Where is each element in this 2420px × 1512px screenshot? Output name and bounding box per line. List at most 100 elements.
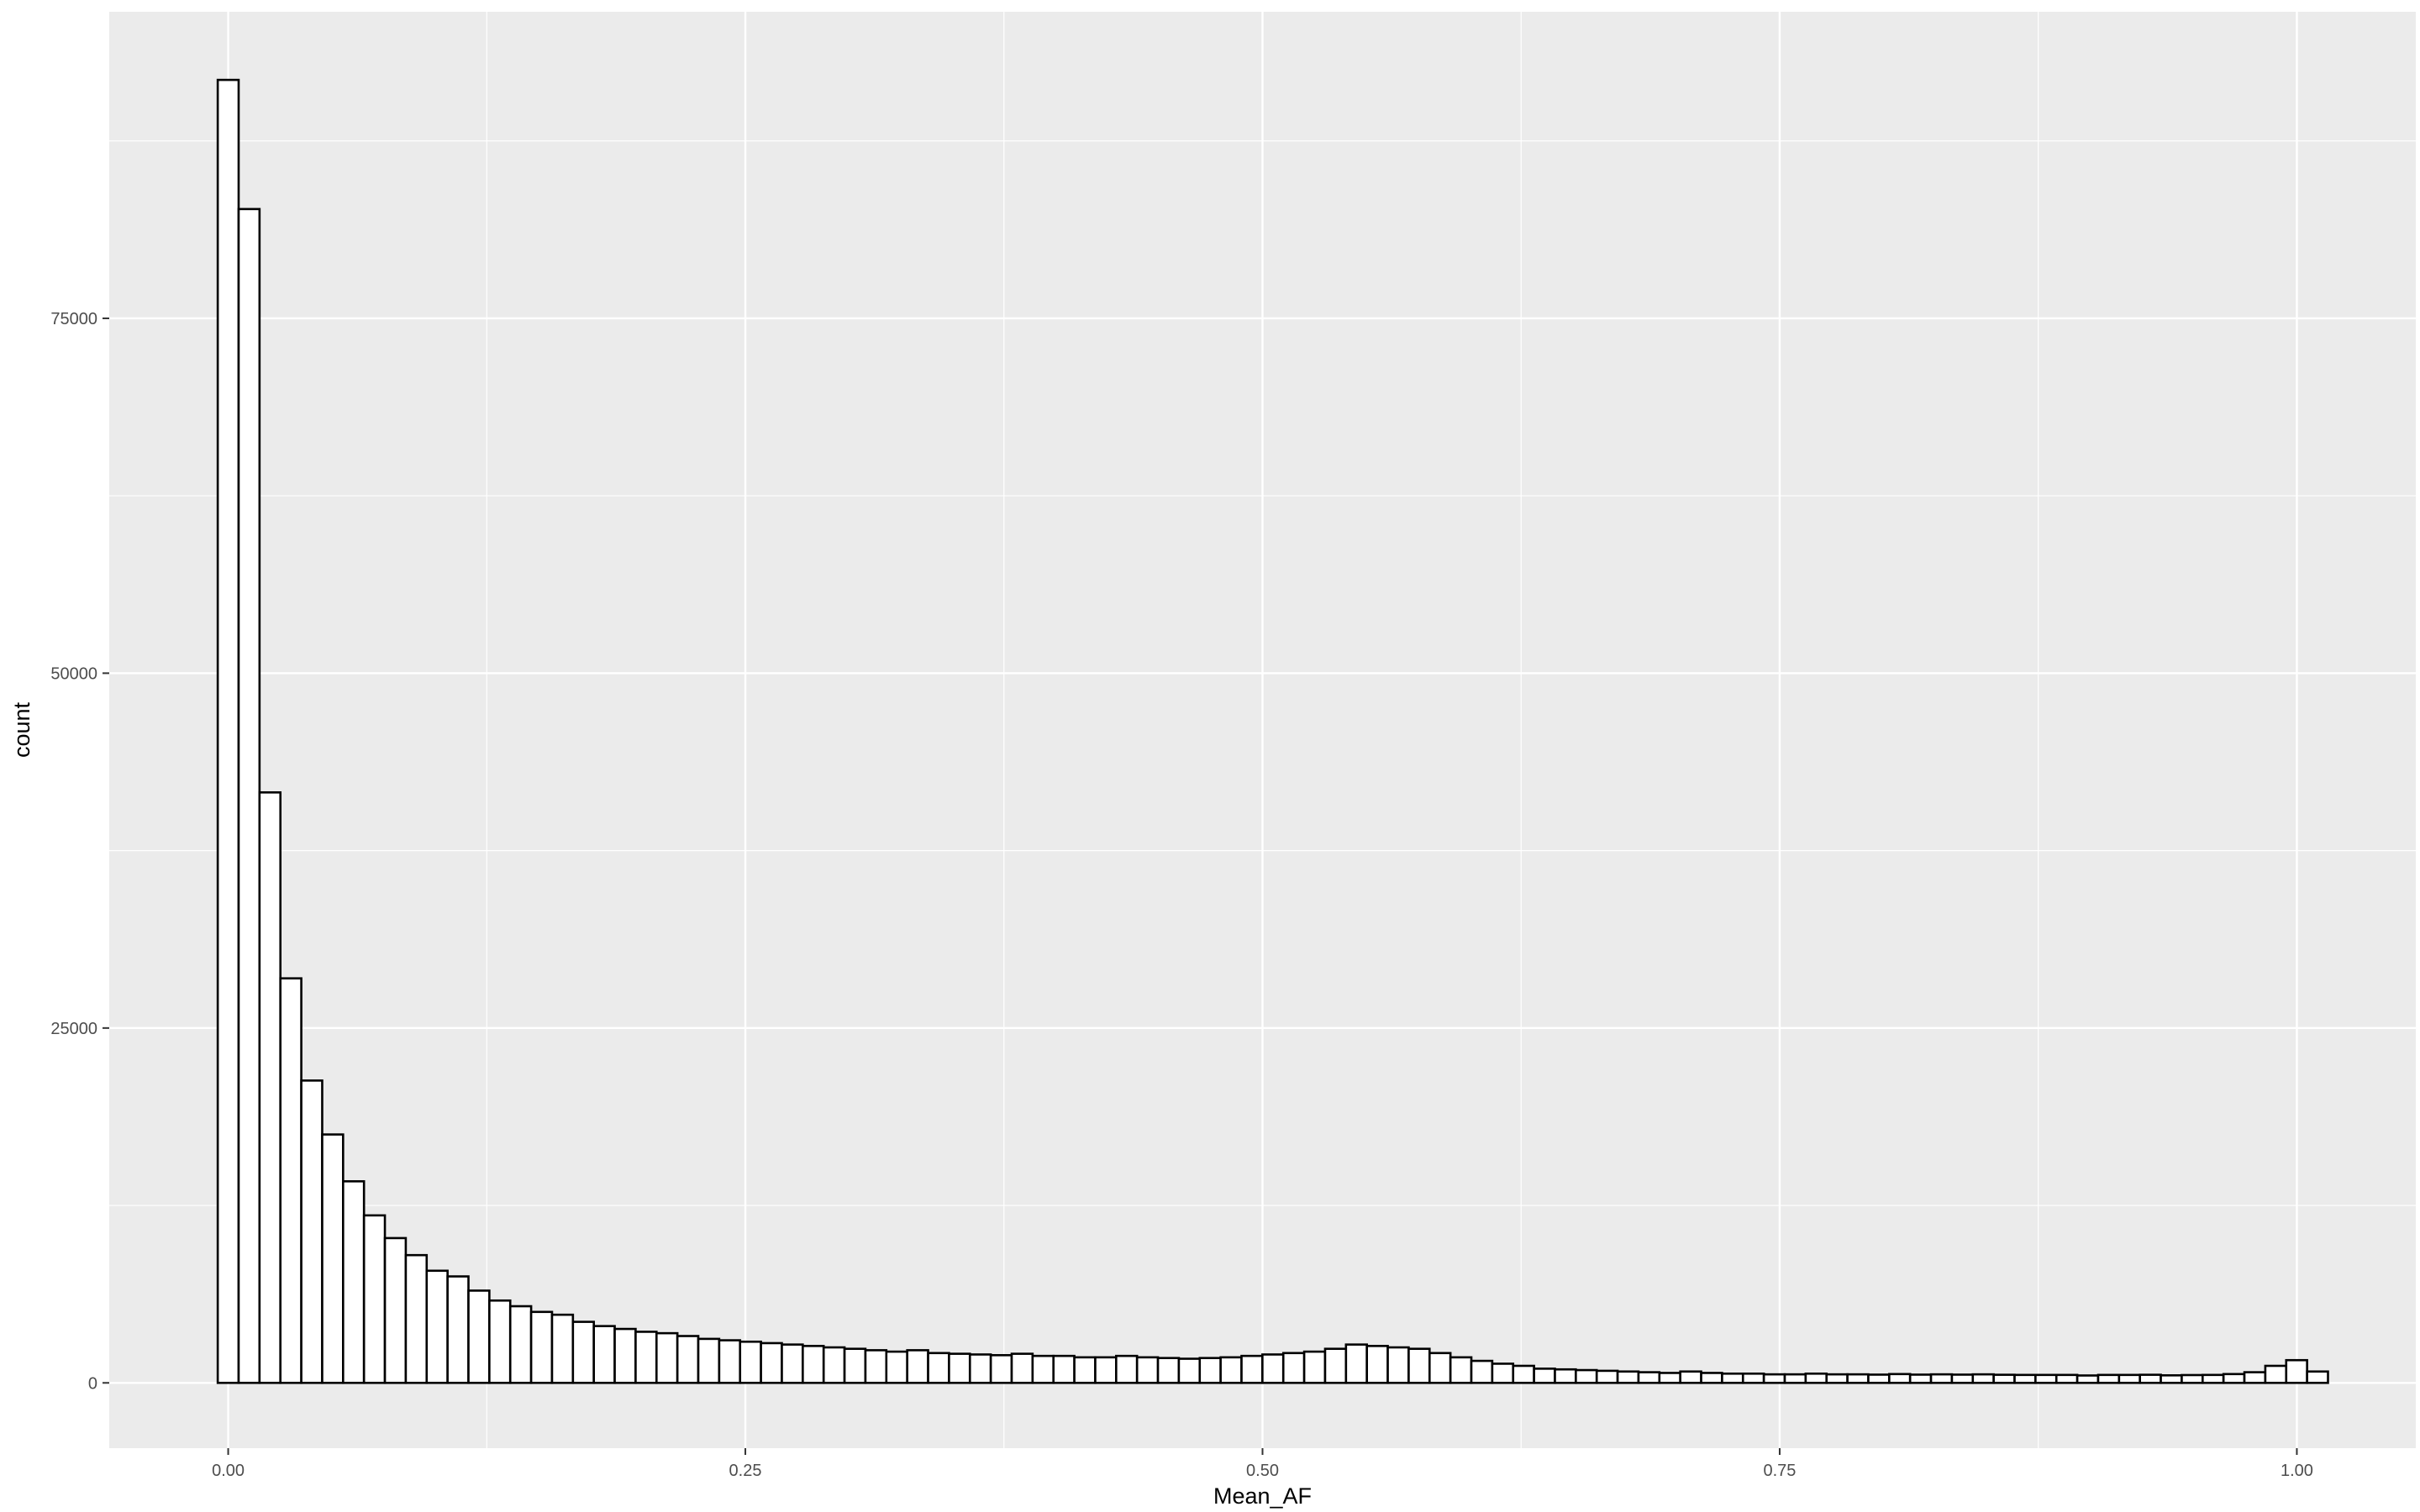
- histogram-bar: [655, 1331, 679, 1384]
- histogram-bar: [1470, 1359, 1494, 1384]
- histogram-bar: [1010, 1352, 1034, 1384]
- histogram-bar: [1135, 1356, 1160, 1384]
- histogram-bar: [2013, 1373, 2037, 1384]
- histogram-bar: [1783, 1373, 1807, 1384]
- histogram-bar: [2222, 1373, 2246, 1384]
- histogram-bar: [1721, 1372, 1744, 1384]
- histogram-bar: [571, 1320, 595, 1384]
- histogram-bar: [2096, 1373, 2121, 1384]
- histogram-bar: [1888, 1373, 1912, 1384]
- x-tick-label: 0.00: [212, 1462, 245, 1480]
- histogram-bar: [1177, 1357, 1202, 1384]
- histogram-bar: [1386, 1346, 1410, 1384]
- histogram-bar: [362, 1214, 387, 1384]
- histogram-bar: [2160, 1374, 2183, 1384]
- histogram-bar: [529, 1310, 554, 1384]
- histogram-bar: [822, 1346, 846, 1384]
- histogram-bar: [2306, 1370, 2329, 1384]
- histogram-bar: [1094, 1356, 1118, 1384]
- histogram-bar: [1323, 1347, 1348, 1384]
- histogram-bar: [1365, 1345, 1389, 1384]
- histogram-bar: [948, 1352, 971, 1384]
- histogram-bar: [760, 1341, 783, 1384]
- x-tick-label: 0.25: [729, 1462, 762, 1480]
- y-tick-label: 25000: [50, 1020, 97, 1038]
- histogram-bar: [613, 1327, 637, 1384]
- histogram-bar: [404, 1253, 429, 1384]
- histogram-bar: [488, 1299, 512, 1384]
- histogram-bar: [927, 1352, 950, 1384]
- histogram-bar: [1908, 1373, 1933, 1384]
- histogram-bar: [781, 1343, 804, 1384]
- histogram-bar: [2054, 1373, 2079, 1384]
- histogram-bar: [1867, 1373, 1891, 1384]
- histogram-bar: [342, 1180, 366, 1384]
- histogram-bar: [802, 1345, 825, 1384]
- histogram-bar: [592, 1325, 616, 1384]
- histogram-bar: [237, 207, 261, 1384]
- histogram-bar: [1950, 1373, 1975, 1384]
- histogram-bar: [2285, 1358, 2308, 1384]
- histogram-bar: [968, 1353, 992, 1384]
- histogram-bar: [885, 1350, 908, 1384]
- histogram-bar: [1825, 1373, 1849, 1384]
- histogram-bar: [1992, 1373, 2016, 1384]
- histogram-bar: [279, 977, 302, 1384]
- histogram-bar: [1156, 1357, 1181, 1384]
- x-tick-label: 0.50: [1246, 1462, 1279, 1480]
- histogram-bar: [300, 1079, 324, 1384]
- histogram-bar: [1240, 1354, 1264, 1384]
- histogram-bar: [1616, 1370, 1640, 1384]
- histogram-bar: [1302, 1350, 1327, 1384]
- x-axis-title: Mean_AF: [1213, 1483, 1312, 1509]
- histogram-bar: [1031, 1354, 1055, 1384]
- histogram-bar: [2202, 1373, 2225, 1384]
- histogram-bar: [1198, 1357, 1222, 1384]
- histogram-bar: [1762, 1373, 1786, 1384]
- histogram-bar: [1554, 1368, 1577, 1384]
- histogram-bar: [1344, 1343, 1369, 1384]
- histogram-bar: [697, 1337, 721, 1384]
- histogram-bar: [1407, 1347, 1431, 1384]
- histogram-bar: [634, 1331, 658, 1384]
- histogram-bar: [1929, 1373, 1954, 1384]
- histogram-bar: [258, 791, 282, 1384]
- histogram-bar: [718, 1339, 742, 1384]
- histogram-bar: [1700, 1372, 1723, 1384]
- histogram-bar: [467, 1289, 491, 1384]
- histogram-bar: [216, 78, 240, 1384]
- histogram-bar: [1741, 1372, 1765, 1384]
- y-axis-title: count: [9, 701, 34, 758]
- histogram-bar: [1846, 1373, 1870, 1384]
- y-tick-label: 75000: [50, 310, 97, 328]
- histogram-bar: [1637, 1371, 1661, 1384]
- histogram-bar: [1679, 1370, 1702, 1384]
- histogram-bar: [2139, 1373, 2162, 1384]
- y-axis: 0 25000 50000 75000: [50, 310, 109, 1393]
- histogram-bar: [2118, 1373, 2142, 1384]
- histogram-bar: [1428, 1352, 1452, 1384]
- histogram-bar: [906, 1349, 929, 1384]
- histogram-bar: [425, 1269, 449, 1384]
- histogram-bar: [1658, 1372, 1681, 1384]
- histogram-bar: [1052, 1354, 1076, 1384]
- histogram-bar: [2034, 1373, 2058, 1384]
- histogram-bar: [383, 1236, 408, 1384]
- y-tick-label: 0: [88, 1374, 97, 1393]
- histogram-bar: [1533, 1368, 1556, 1384]
- x-axis: 0.00 0.25 0.50 0.75 1.00: [212, 1448, 2313, 1480]
- histogram-bar: [1971, 1373, 1995, 1384]
- histogram-bar: [1449, 1356, 1473, 1384]
- histogram-bar: [2264, 1364, 2288, 1384]
- histogram-bar: [1219, 1356, 1243, 1384]
- histogram-bar: [321, 1133, 345, 1384]
- x-tick-label: 0.75: [1764, 1462, 1797, 1480]
- histogram-bar: [676, 1335, 700, 1384]
- histogram-bar: [1595, 1369, 1619, 1384]
- histogram-bar: [1575, 1368, 1598, 1384]
- histogram-bar: [989, 1354, 1013, 1384]
- histogram-bar: [1073, 1356, 1097, 1384]
- histogram-bar: [2181, 1373, 2204, 1384]
- y-tick-label: 50000: [50, 664, 97, 683]
